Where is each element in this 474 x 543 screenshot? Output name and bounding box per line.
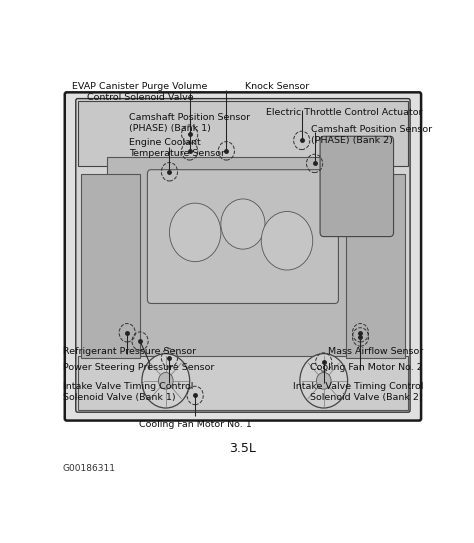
- FancyBboxPatch shape: [320, 136, 393, 237]
- Bar: [346, 174, 405, 358]
- Text: Camshaft Position Sensor
(PHASE) (Bank 1): Camshaft Position Sensor (PHASE) (Bank 1…: [129, 113, 250, 134]
- Circle shape: [169, 203, 221, 262]
- Circle shape: [142, 353, 190, 408]
- FancyBboxPatch shape: [147, 169, 338, 304]
- Circle shape: [158, 372, 173, 389]
- Circle shape: [221, 199, 265, 249]
- Circle shape: [261, 212, 313, 270]
- Text: Knock Sensor: Knock Sensor: [245, 82, 309, 91]
- Text: Intake Valve Timing Control
Solenoid Valve (Bank 2): Intake Valve Timing Control Solenoid Val…: [292, 382, 423, 402]
- Bar: [78, 356, 408, 410]
- Text: Refrigerant Pressure Sensor: Refrigerant Pressure Sensor: [63, 346, 196, 356]
- FancyBboxPatch shape: [65, 92, 421, 420]
- FancyBboxPatch shape: [76, 99, 410, 412]
- Bar: [107, 157, 379, 358]
- Circle shape: [317, 372, 331, 389]
- Text: Engine Coolant
Temperature Sensor: Engine Coolant Temperature Sensor: [129, 138, 225, 158]
- Text: G00186311: G00186311: [63, 464, 116, 473]
- Circle shape: [300, 353, 347, 408]
- Text: Mass Airflow Sensor: Mass Airflow Sensor: [328, 346, 423, 356]
- Text: Camshaft Position Sensor
(PHASE) (Bank 2): Camshaft Position Sensor (PHASE) (Bank 2…: [311, 124, 432, 144]
- Text: Cooling Fan Motor No. 1: Cooling Fan Motor No. 1: [139, 420, 252, 429]
- Text: Cooling Fan Motor No. 2: Cooling Fan Motor No. 2: [310, 363, 423, 371]
- Bar: [82, 174, 140, 358]
- Text: Power Steering Pressure Sensor: Power Steering Pressure Sensor: [63, 363, 214, 371]
- Bar: [78, 100, 408, 166]
- Text: Electric Throttle Control Actuator: Electric Throttle Control Actuator: [266, 108, 423, 117]
- Text: EVAP Canister Purge Volume
Control Solenoid Valve: EVAP Canister Purge Volume Control Solen…: [73, 82, 208, 102]
- Text: Intake Valve Timing Control
Solenoid Valve (Bank 1): Intake Valve Timing Control Solenoid Val…: [63, 382, 193, 402]
- Text: 3.5L: 3.5L: [229, 443, 256, 455]
